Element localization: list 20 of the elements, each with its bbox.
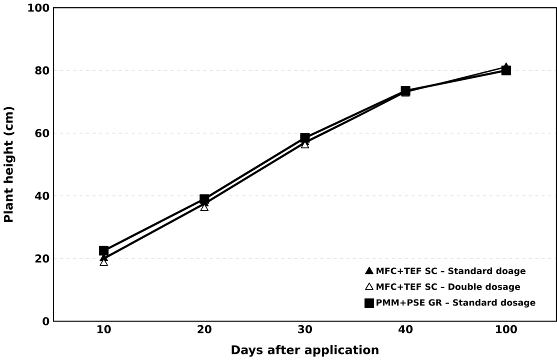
- y-axis-title: Plant height (cm): [4, 106, 16, 222]
- point: [200, 194, 210, 204]
- y-tick-label: 60: [35, 128, 50, 138]
- y-tick-label: 20: [35, 254, 50, 262]
- x-tick-label: 20: [198, 324, 212, 334]
- y-tick-label: 80: [35, 66, 50, 74]
- x-tick-label: 100: [496, 324, 517, 334]
- x-tick-label: 40: [398, 324, 413, 334]
- x-tick-label: 30: [298, 324, 312, 334]
- legend-label: MFC+TEF SC – Standard doage: [376, 267, 526, 276]
- legend-label: PMM+PSE GR – Standard dosage: [376, 298, 536, 308]
- point: [501, 65, 511, 76]
- x-tick-label: 10: [97, 324, 111, 334]
- y-tick-label: 40: [35, 192, 50, 200]
- y-tick-label: 0: [42, 316, 50, 326]
- legend-label: MFC+TEF SC – Double dosage: [376, 283, 520, 292]
- point: [300, 132, 310, 142]
- point: [99, 246, 109, 256]
- x-axis-title: Days after application: [232, 344, 378, 357]
- y-tick-label: 100: [28, 3, 50, 12]
